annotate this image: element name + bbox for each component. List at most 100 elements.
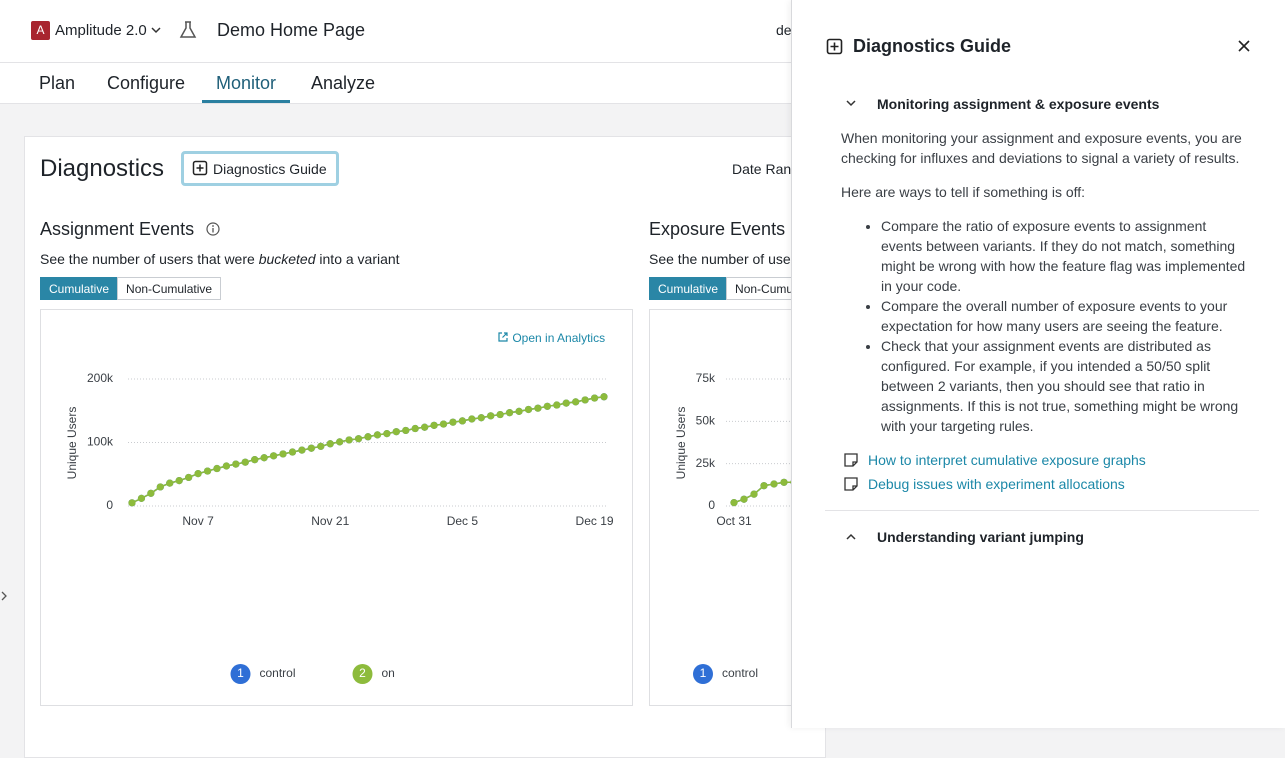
- data-point: [411, 424, 419, 433]
- description-text: into a variant: [315, 251, 400, 267]
- paragraph: Here are ways to tell if something is of…: [841, 184, 1086, 200]
- section-chevron[interactable]: [844, 98, 858, 110]
- y-tick-label: 25k: [696, 456, 716, 470]
- data-point: [175, 477, 183, 485]
- y-axis-label: Unique Users: [65, 407, 79, 480]
- data-point: [581, 396, 589, 404]
- y-tick-label: 200k: [87, 371, 114, 385]
- expand-sidebar[interactable]: [0, 590, 10, 602]
- legend-badge: [230, 664, 251, 684]
- guide-title: Diagnostics Guide: [853, 36, 1012, 56]
- data-point: [364, 433, 372, 441]
- data-point: [288, 448, 297, 456]
- section-title[interactable]: Monitoring assignment & exposure events: [877, 96, 1160, 112]
- x-tick-label: Dec 19: [576, 514, 614, 528]
- data-point: [251, 456, 259, 464]
- data-point: [562, 399, 570, 407]
- data-point: [449, 418, 457, 426]
- data-point: [468, 415, 476, 423]
- view-toggle[interactable]: Cumulative: [40, 277, 119, 300]
- data-point: [128, 499, 136, 507]
- view-toggle[interactable]: Non-Cumu: [726, 277, 803, 300]
- x-tick-label: Nov 7: [182, 514, 214, 528]
- data-point: [600, 393, 608, 401]
- legend-label: control: [722, 666, 758, 680]
- data-point: [392, 428, 400, 436]
- tab[interactable]: Analyze: [311, 73, 376, 93]
- guide-button-label: Diagnostics Guide: [213, 161, 327, 177]
- data-point: [553, 401, 561, 409]
- data-point: [307, 444, 315, 452]
- data-point: [260, 454, 268, 462]
- data-point: [760, 482, 768, 490]
- legend-badge-number: 1: [700, 666, 707, 680]
- data-point: [345, 436, 353, 444]
- date-range-label: Date Ran: [732, 161, 792, 177]
- exposure-title: Exposure Events: [649, 219, 786, 239]
- data-point: [213, 464, 221, 473]
- data-point: [336, 438, 344, 446]
- y-axis-label: Unique Users: [674, 407, 688, 480]
- assignment-title: Assignment Events: [40, 219, 195, 239]
- section-chevron[interactable]: [844, 531, 858, 543]
- doc-icon: [844, 477, 858, 491]
- data-point: [590, 394, 599, 402]
- data-point: [279, 450, 287, 458]
- data-point: [194, 470, 202, 478]
- user-menu[interactable]: de: [776, 22, 792, 38]
- data-point: [515, 407, 523, 415]
- data-point: [326, 440, 334, 448]
- legend-badge: [693, 664, 713, 684]
- data-point: [543, 402, 551, 410]
- open-link-label: Open in Analytics: [512, 331, 606, 345]
- data-point: [203, 467, 212, 475]
- assignment-chart: 0 100k 200k Unique Users Nov 7 Nov 21 Dec 5 Dec…: [40, 309, 633, 706]
- guide-link[interactable]: How to interpret cumulative exposure gra…: [868, 452, 1146, 468]
- tab[interactable]: Configure: [107, 73, 186, 93]
- view-toggle[interactable]: Non-Cumulative: [117, 277, 222, 300]
- bullet-list: Compare the ratio of exposure events to …: [841, 216, 1251, 436]
- org-switcher[interactable]: Amplitude 2.0: [55, 22, 147, 39]
- guide-panel: Diagnostics Guide Monitoring assignment …: [791, 0, 1285, 728]
- legend-label: control: [260, 666, 296, 680]
- data-point: [780, 478, 788, 486]
- bullet-item: Compare the overall number of exposure e…: [881, 296, 1251, 336]
- assignment-description: See the number of users that were bucket…: [40, 250, 400, 268]
- data-point: [506, 409, 514, 417]
- legend-badge-number: 2: [359, 666, 366, 680]
- data-point: [770, 480, 778, 488]
- info-icon[interactable]: [205, 221, 221, 237]
- close-button[interactable]: [1237, 39, 1251, 53]
- data-point: [572, 398, 580, 406]
- tab[interactable]: Monitor: [202, 63, 291, 103]
- org-chevron: [151, 27, 161, 34]
- data-point: [298, 446, 306, 454]
- chart-svg: 0 100k 200k Unique Users Nov 7 Nov 21 Dec 5 Dec…: [65, 371, 614, 684]
- open-in-analytics[interactable]: Open in Analytics: [497, 330, 605, 346]
- data-point: [222, 462, 230, 470]
- y-tick-label: 75k: [696, 371, 716, 385]
- data-point: [496, 410, 504, 419]
- view-toggle[interactable]: Cumulative: [649, 277, 728, 300]
- description-emphasis: bucketed: [258, 251, 316, 267]
- x-tick-label: Nov 21: [311, 514, 349, 528]
- description-text: See the number of users that were: [40, 251, 259, 267]
- page: Diagnostics { "header": {"org_initial": …: [0, 0, 1285, 728]
- data-point: [156, 483, 164, 491]
- y-tick-label: 100k: [87, 435, 114, 449]
- diagnostics-title: Diagnostics: [40, 155, 165, 182]
- data-point: [185, 473, 193, 482]
- paragraph: When monitoring your assignment and expo…: [841, 130, 1242, 166]
- data-point: [241, 458, 249, 466]
- tab[interactable]: Plan: [39, 73, 76, 93]
- legend-badge: [352, 664, 373, 684]
- section-body: When monitoring your assignment and expo…: [841, 128, 1251, 436]
- guide-button[interactable]: Diagnostics Guide: [181, 151, 339, 186]
- data-point: [730, 499, 738, 507]
- doc-icon-shape: [844, 453, 858, 467]
- exposure-description: See the number of use: [649, 251, 791, 267]
- experiment-icon: [179, 21, 197, 38]
- guide-link[interactable]: Debug issues with experiment allocations: [868, 476, 1125, 492]
- section-title[interactable]: Understanding variant jumping: [877, 529, 1084, 545]
- series-line: [131, 396, 605, 504]
